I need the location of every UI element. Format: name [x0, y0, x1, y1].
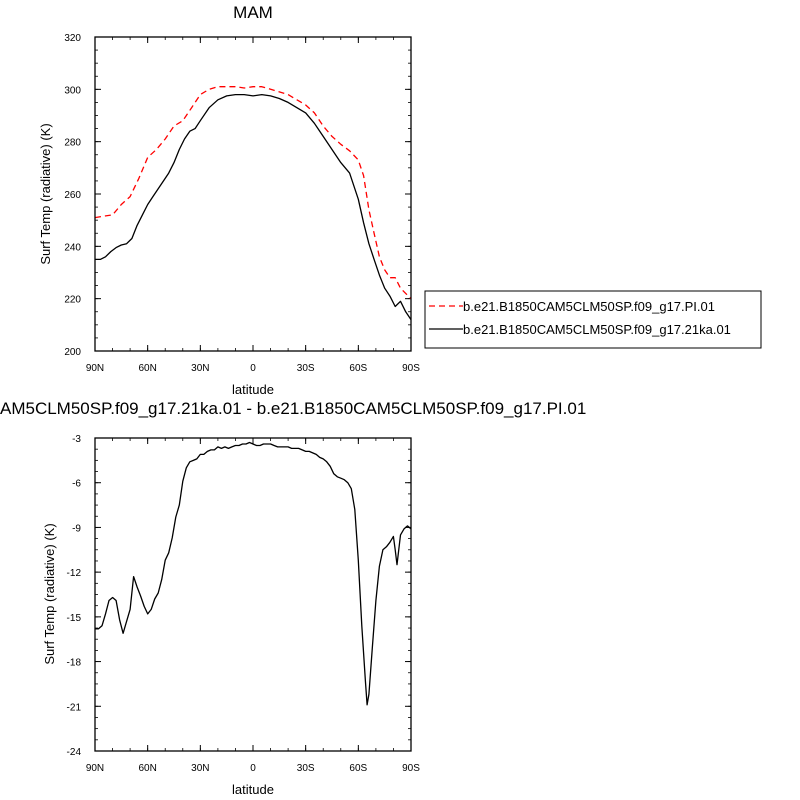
top-chart-ytick-label: 200	[64, 347, 81, 358]
top-chart-plot-area: 200 220 240 260 280 300 320 90N 60N 30N 0 30S 60S 90S	[64, 33, 420, 374]
bottom-chart-xtick-label: 30S	[297, 763, 315, 774]
bottom-chart-plot-area: -24 -21 -18 -15 -12 -9 -6 -3 90N 60N 30N 0 30S 60S 90S	[67, 434, 421, 774]
bottom-chart-ytick-label: -24	[67, 747, 82, 758]
bottom-chart-series-0-line	[95, 441, 412, 706]
legend-item-0-label: b.e21.B1850CAM5CLM50SP.f09_g17.PI.01	[463, 299, 715, 314]
bottom-chart-xtick-label: 0	[250, 763, 256, 774]
top-chart-series-1-line	[95, 93, 412, 320]
top-chart-ytick-label: 280	[64, 138, 81, 149]
top-chart-panel: MAM 200 220 240 260 280 300 320 90N 60N 30N 0 30S 60…	[38, 3, 420, 397]
top-chart-xtick-label: 30N	[191, 363, 209, 374]
top-chart-xtick-label: 0	[250, 363, 256, 374]
top-chart-ytick-label: 320	[64, 33, 81, 44]
bottom-chart-xtick-label: 60N	[138, 763, 156, 774]
bottom-chart-ytick-label: -6	[72, 479, 81, 490]
bottom-chart-xtick-label: 60S	[349, 763, 367, 774]
top-chart-legend: b.e21.B1850CAM5CLM50SP.f09_g17.PI.01 b.e…	[424, 290, 762, 349]
top-chart-ytick-label: 300	[64, 85, 81, 96]
top-chart-frame	[94, 36, 412, 352]
top-chart-xtick-label: 60S	[349, 363, 367, 374]
top-chart-xtick-label: 90N	[86, 363, 104, 374]
bottom-chart-xtick-label: 90N	[86, 763, 104, 774]
bottom-chart-ytick-label: -21	[67, 702, 82, 713]
top-chart-ytick-label: 240	[64, 242, 81, 253]
top-chart-ytick-label: 260	[64, 190, 81, 201]
bottom-chart-title: AM5CLM50SP.f09_g17.21ka.01 - b.e21.B1850…	[0, 399, 586, 418]
bottom-chart-ytick-label: -3	[72, 434, 81, 445]
top-chart-title: MAM	[233, 3, 273, 22]
top-chart-ylabel: Surf Temp (radiative) (K)	[38, 123, 53, 264]
bottom-chart-ytick-label: -9	[72, 523, 81, 534]
top-chart-xtick-label: 60N	[138, 363, 156, 374]
bottom-chart-ylabel: Surf Temp (radiative) (K)	[42, 523, 57, 664]
top-chart-series-0-line	[94, 86, 412, 300]
legend-box	[424, 290, 762, 349]
legend-item-1-label: b.e21.B1850CAM5CLM50SP.f09_g17.21ka.01	[463, 322, 731, 337]
bottom-chart-ytick-label: -12	[67, 568, 82, 579]
bottom-chart-ytick-label: -15	[67, 613, 82, 624]
bottom-chart-xtick-label: 90S	[402, 763, 420, 774]
bottom-chart-xlabel: latitude	[232, 782, 274, 797]
bottom-chart-frame	[94, 437, 412, 752]
top-chart-xtick-label: 90S	[402, 363, 420, 374]
bottom-chart-ytick-label: -18	[67, 658, 82, 669]
top-chart-xlabel: latitude	[232, 382, 274, 397]
bottom-chart-panel: AM5CLM50SP.f09_g17.21ka.01 - b.e21.B1850…	[0, 399, 586, 797]
top-chart-xtick-label: 30S	[297, 363, 315, 374]
bottom-chart-xtick-label: 30N	[191, 763, 209, 774]
top-chart-ytick-label: 220	[64, 295, 81, 306]
